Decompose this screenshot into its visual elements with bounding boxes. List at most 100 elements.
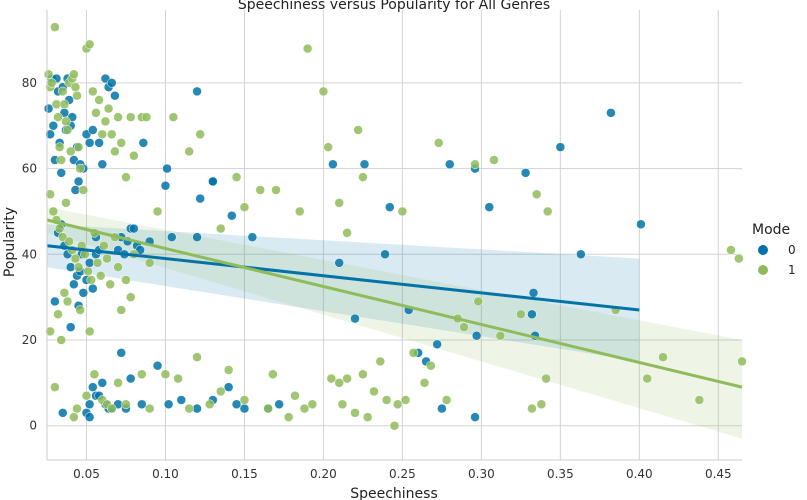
data-point-1 xyxy=(56,155,66,165)
data-point-1 xyxy=(358,369,368,380)
data-point-1 xyxy=(46,78,57,88)
data-point-1 xyxy=(726,245,736,255)
data-point-1 xyxy=(95,270,106,281)
data-point-0 xyxy=(43,103,54,114)
data-point-0 xyxy=(69,279,79,290)
data-point-1 xyxy=(362,412,373,422)
data-point-0 xyxy=(484,202,495,212)
regression-line-0 xyxy=(46,244,640,312)
data-point-0 xyxy=(65,322,76,332)
data-point-1 xyxy=(113,378,123,388)
data-point-1 xyxy=(173,373,183,384)
data-point-1 xyxy=(441,395,452,405)
data-point-1 xyxy=(168,112,179,122)
data-point-1 xyxy=(531,189,542,200)
data-point-1 xyxy=(72,90,82,101)
data-point-0 xyxy=(576,249,586,260)
x-tick-labels: 0.05 0.10 0.15 0.20 0.25 0.30 0.35 0.40 0.45 xyxy=(73,467,732,481)
data-point-0 xyxy=(470,412,480,422)
data-point-0 xyxy=(163,399,174,410)
data-point-1 xyxy=(113,262,123,272)
data-point-1 xyxy=(102,253,112,264)
data-point-0 xyxy=(152,360,163,371)
data-point-0 xyxy=(334,258,344,268)
data-point-1 xyxy=(97,129,108,140)
x-tick-label: 0.10 xyxy=(152,467,179,481)
legend-label-1: 1 xyxy=(788,263,796,277)
data-point-0 xyxy=(107,78,117,88)
data-point-1 xyxy=(65,146,76,157)
data-point-1 xyxy=(216,223,226,234)
data-point-1 xyxy=(342,373,352,384)
data-point-1 xyxy=(694,395,705,405)
data-point-0 xyxy=(528,288,539,298)
data-point-1 xyxy=(116,138,126,148)
data-point-1 xyxy=(489,155,499,165)
data-point-1 xyxy=(473,296,483,307)
data-point-1 xyxy=(56,335,66,345)
data-point-1 xyxy=(152,206,163,217)
data-point-1 xyxy=(125,112,136,122)
data-point-1 xyxy=(94,95,104,105)
data-point-0 xyxy=(97,378,108,388)
regression-line-1 xyxy=(46,218,743,389)
data-point-1 xyxy=(84,39,95,50)
y-tick-label: 60 xyxy=(22,162,37,176)
data-point-1 xyxy=(45,326,55,337)
data-point-0 xyxy=(520,168,531,178)
data-point-1 xyxy=(89,369,100,380)
y-tick-label: 40 xyxy=(22,247,37,261)
data-point-0 xyxy=(636,219,646,230)
data-point-1 xyxy=(375,356,386,367)
data-point-1 xyxy=(105,279,115,290)
data-point-1 xyxy=(69,69,79,80)
data-point-1 xyxy=(78,185,89,195)
regression-lines xyxy=(46,218,743,389)
data-point-0 xyxy=(78,288,89,298)
data-point-0 xyxy=(231,399,242,410)
data-point-0 xyxy=(84,412,95,422)
data-point-1 xyxy=(342,228,352,238)
data-point-1 xyxy=(50,22,60,32)
data-point-1 xyxy=(239,395,250,405)
data-point-0 xyxy=(58,408,68,418)
legend-title: Mode xyxy=(752,222,790,238)
data-point-1 xyxy=(239,202,250,212)
x-tick-label: 0.30 xyxy=(468,467,495,481)
data-point-1 xyxy=(516,309,526,320)
data-point-1 xyxy=(294,206,305,217)
data-point-1 xyxy=(192,352,202,362)
data-point-1 xyxy=(61,198,71,208)
data-point-0 xyxy=(129,223,139,234)
data-point-1 xyxy=(334,198,344,208)
data-point-0 xyxy=(195,193,205,204)
data-point-1 xyxy=(658,352,668,362)
data-point-1 xyxy=(107,129,117,140)
data-point-1 xyxy=(542,206,553,217)
data-point-1 xyxy=(299,403,310,414)
data-point-1 xyxy=(113,112,123,122)
data-point-0 xyxy=(606,108,616,118)
legend-label-0: 0 xyxy=(788,243,796,257)
data-point-1 xyxy=(408,348,419,358)
data-point-1 xyxy=(204,399,215,410)
data-point-1 xyxy=(358,172,368,182)
data-point-0 xyxy=(97,159,108,170)
data-point-1 xyxy=(59,99,70,110)
y-tick-label: 0 xyxy=(29,419,37,433)
data-point-1 xyxy=(69,412,79,422)
data-point-0 xyxy=(116,348,126,358)
x-tick-label: 0.05 xyxy=(73,467,100,481)
x-tick-label: 0.15 xyxy=(231,467,258,481)
data-point-0 xyxy=(84,399,95,410)
data-point-1 xyxy=(459,322,469,332)
data-point-1 xyxy=(419,378,430,388)
data-point-1 xyxy=(337,399,348,410)
data-point-0 xyxy=(56,168,66,178)
y-tick-label: 80 xyxy=(22,76,37,90)
data-point-1 xyxy=(318,86,329,97)
data-point-1 xyxy=(353,125,363,135)
data-point-1 xyxy=(59,288,70,298)
data-point-1 xyxy=(184,146,194,157)
